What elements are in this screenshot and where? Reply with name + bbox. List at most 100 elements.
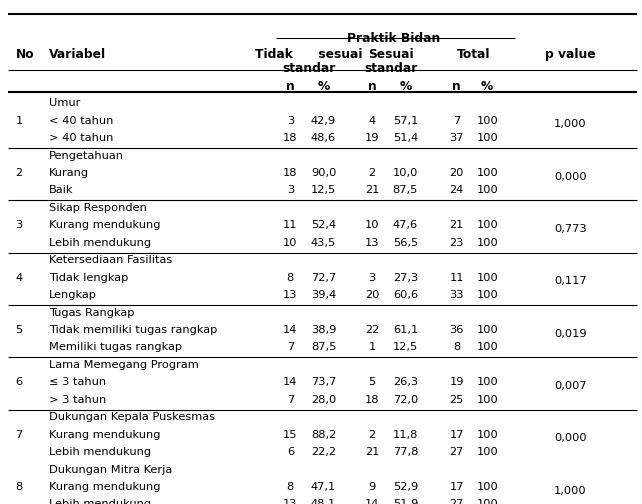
Text: 26,3: 26,3 [393, 377, 418, 387]
Text: 20: 20 [365, 290, 379, 300]
Text: 0,019: 0,019 [554, 329, 587, 339]
Text: 8: 8 [453, 342, 460, 352]
Text: Lebih mendukung: Lebih mendukung [49, 238, 152, 248]
Text: 14: 14 [283, 325, 297, 335]
Text: Kurang: Kurang [49, 168, 89, 178]
Text: 87,5: 87,5 [393, 185, 418, 196]
Text: Lama Memegang Program: Lama Memegang Program [49, 360, 199, 370]
Text: 22,2: 22,2 [311, 447, 336, 457]
Text: 100: 100 [476, 447, 498, 457]
Text: 100: 100 [476, 273, 498, 283]
Text: Memiliki tugas rangkap: Memiliki tugas rangkap [49, 342, 182, 352]
Text: > 3 tahun: > 3 tahun [49, 395, 107, 405]
Text: 11,8: 11,8 [393, 429, 418, 439]
Text: 13: 13 [365, 238, 379, 248]
Text: 6: 6 [287, 447, 294, 457]
Text: 100: 100 [476, 115, 498, 125]
Text: 43,5: 43,5 [311, 238, 336, 248]
Text: 19: 19 [365, 133, 379, 143]
Text: 3: 3 [287, 185, 294, 196]
Text: 10: 10 [283, 238, 298, 248]
Text: > 40 tahun: > 40 tahun [49, 133, 114, 143]
Text: 100: 100 [476, 482, 498, 492]
Text: Umur: Umur [49, 98, 81, 108]
Text: 57,1: 57,1 [393, 115, 418, 125]
Text: 28,0: 28,0 [311, 395, 336, 405]
Text: 3: 3 [287, 115, 294, 125]
Text: 24: 24 [449, 185, 464, 196]
Text: 87,5: 87,5 [311, 342, 336, 352]
Text: 100: 100 [476, 429, 498, 439]
Text: 25: 25 [449, 395, 464, 405]
Text: 100: 100 [476, 499, 498, 504]
Text: 100: 100 [476, 168, 498, 178]
Text: 8: 8 [287, 273, 294, 283]
Text: 10,0: 10,0 [393, 168, 418, 178]
Text: 90,0: 90,0 [311, 168, 336, 178]
Text: Tugas Rangkap: Tugas Rangkap [49, 307, 135, 318]
Text: standar: standar [282, 61, 336, 75]
Text: 27,3: 27,3 [393, 273, 418, 283]
Text: 4: 4 [15, 273, 22, 283]
Text: 61,1: 61,1 [393, 325, 418, 335]
Text: 72,7: 72,7 [311, 273, 336, 283]
Text: Tidak lengkap: Tidak lengkap [49, 273, 128, 283]
Text: 12,5: 12,5 [393, 342, 418, 352]
Text: Kurang mendukung: Kurang mendukung [49, 220, 161, 230]
Text: Dukungan Kepala Puskesmas: Dukungan Kepala Puskesmas [49, 412, 215, 422]
Text: 100: 100 [476, 290, 498, 300]
Text: 22: 22 [365, 325, 379, 335]
Text: Kurang mendukung: Kurang mendukung [49, 482, 161, 492]
Text: 100: 100 [476, 325, 498, 335]
Text: 47,1: 47,1 [311, 482, 336, 492]
Text: 23: 23 [449, 238, 464, 248]
Text: 77,8: 77,8 [393, 447, 418, 457]
Text: 88,2: 88,2 [311, 429, 336, 439]
Text: Ketersediaan Fasilitas: Ketersediaan Fasilitas [49, 255, 173, 265]
Text: Sesuai: Sesuai [368, 48, 413, 61]
Text: 20: 20 [449, 168, 464, 178]
Text: Tidak      sesuai: Tidak sesuai [255, 48, 363, 61]
Text: 10: 10 [365, 220, 379, 230]
Text: 5: 5 [369, 377, 376, 387]
Text: 0,000: 0,000 [554, 172, 587, 182]
Text: Praktik Bidan: Praktik Bidan [347, 32, 440, 45]
Text: 100: 100 [476, 238, 498, 248]
Text: < 40 tahun: < 40 tahun [49, 115, 114, 125]
Text: 1,000: 1,000 [554, 486, 587, 496]
Text: 19: 19 [449, 377, 464, 387]
Text: 21: 21 [365, 447, 379, 457]
Text: 0,000: 0,000 [554, 433, 587, 444]
Text: 56,5: 56,5 [393, 238, 418, 248]
Text: Lengkap: Lengkap [49, 290, 98, 300]
Text: 5: 5 [15, 325, 22, 335]
Text: 13: 13 [283, 499, 298, 504]
Text: standar: standar [364, 61, 417, 75]
Text: 4: 4 [369, 115, 376, 125]
Text: Pengetahuan: Pengetahuan [49, 151, 125, 161]
Text: 14: 14 [365, 499, 379, 504]
Text: 1: 1 [369, 342, 376, 352]
Text: 7: 7 [453, 115, 460, 125]
Text: 51,9: 51,9 [393, 499, 418, 504]
Text: 15: 15 [283, 429, 298, 439]
Text: Tidak memiliki tugas rangkap: Tidak memiliki tugas rangkap [49, 325, 218, 335]
Text: 100: 100 [476, 220, 498, 230]
Text: 27: 27 [449, 447, 464, 457]
Text: n: n [452, 80, 461, 93]
Text: 38,9: 38,9 [311, 325, 336, 335]
Text: 17: 17 [449, 482, 464, 492]
Text: %: % [317, 80, 330, 93]
Text: 27: 27 [449, 499, 464, 504]
Text: 73,7: 73,7 [311, 377, 336, 387]
Text: 72,0: 72,0 [393, 395, 418, 405]
Text: 6: 6 [15, 377, 22, 387]
Text: 7: 7 [287, 342, 294, 352]
Text: Dukungan Mitra Kerja: Dukungan Mitra Kerja [49, 465, 173, 475]
Text: 8: 8 [15, 482, 22, 492]
Text: p value: p value [545, 48, 596, 61]
Text: 1,000: 1,000 [554, 119, 587, 130]
Text: 100: 100 [476, 377, 498, 387]
Text: n: n [368, 80, 376, 93]
Text: 7: 7 [15, 429, 22, 439]
